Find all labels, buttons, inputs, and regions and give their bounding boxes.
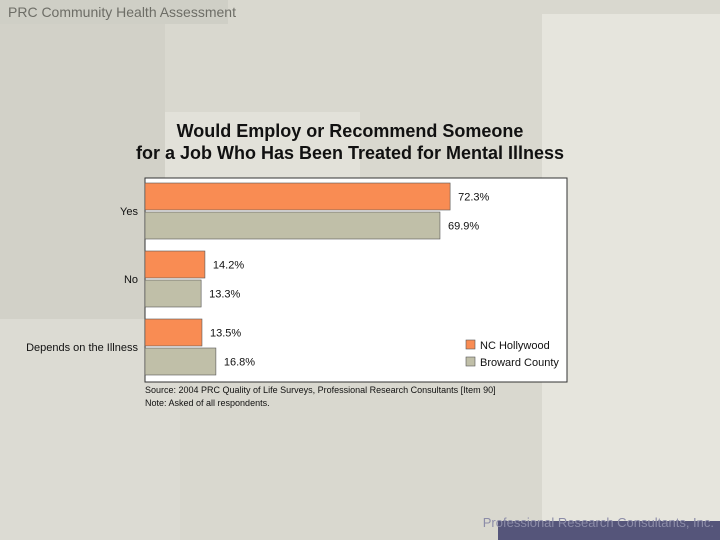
legend-label-broward-county: Broward County [480,357,559,369]
chart-title-line-1: Would Employ or Recommend Someone [176,121,524,141]
header-title: PRC Community Health Assessment [0,0,236,24]
chart-title: Would Employ or Recommend Someone for a … [60,120,640,164]
background-panel-left [0,24,165,319]
bar-nc-hollywood-yes [144,182,451,211]
footer-text: Professional Research Consultants, Inc. [482,515,714,530]
category-label-depends-on-the-illness: Depends on the Illness [26,342,138,354]
category-label-yes: Yes [120,206,138,218]
background-panel-center [165,112,360,178]
data-label: 69.9% [448,221,479,233]
legend-swatch-broward-county [465,356,476,367]
chart-title-line-2: for a Job Who Has Been Treated for Menta… [135,143,565,163]
bar-broward-county-no [144,279,202,308]
chart-source: Source: 2004 PRC Quality of Life Surveys… [145,385,496,395]
bar-nc-hollywood-no [144,250,206,279]
legend-label-nc-hollywood: NC Hollywood [480,340,550,352]
legend-swatch-nc-hollywood [465,339,476,350]
category-label-no: No [124,274,138,286]
bar-broward-county-depends-on-the-illness [144,347,217,376]
background-panel-right [542,14,720,540]
footer-bar [498,521,720,540]
data-label: 72.3% [458,192,489,204]
bar-broward-county-yes [144,211,441,240]
data-label: 13.5% [210,328,241,340]
data-label: 13.3% [209,289,240,301]
data-label: 16.8% [224,357,255,369]
bar-nc-hollywood-depends-on-the-illness [144,318,203,347]
chart-note: Note: Asked of all respondents. [145,398,270,408]
data-label: 14.2% [213,260,244,272]
